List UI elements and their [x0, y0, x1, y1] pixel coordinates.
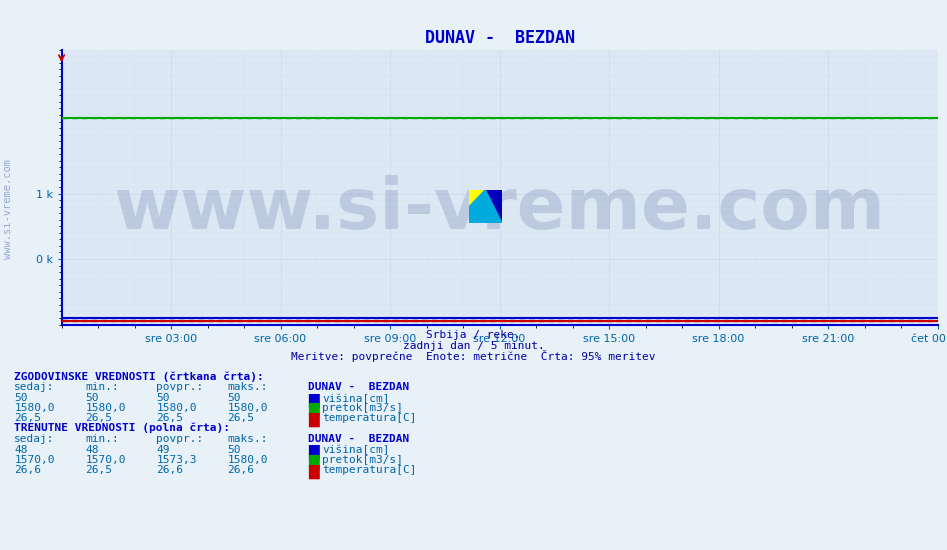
Polygon shape	[469, 206, 486, 223]
Text: █: █	[308, 393, 318, 408]
Text: Meritve: povprečne  Enote: metrične  Črta: 95% meritev: Meritve: povprečne Enote: metrične Črta:…	[292, 350, 655, 362]
Polygon shape	[469, 190, 486, 206]
Bar	[469, 206, 486, 223]
Text: 1580,0: 1580,0	[14, 403, 55, 413]
Text: 1580,0: 1580,0	[85, 403, 126, 413]
Text: 48: 48	[14, 445, 27, 455]
Text: █: █	[308, 455, 318, 469]
Text: 48: 48	[85, 445, 98, 455]
Text: sedaj:: sedaj:	[14, 434, 55, 444]
Bar	[486, 190, 502, 223]
Text: 26,6: 26,6	[227, 465, 255, 475]
Text: DUNAV -  BEZDAN: DUNAV - BEZDAN	[308, 382, 409, 392]
Text: 50: 50	[14, 393, 27, 403]
Text: 26,5: 26,5	[156, 413, 184, 423]
Text: zadnji dan / 5 minut.: zadnji dan / 5 minut.	[402, 341, 545, 351]
Text: DUNAV -  BEZDAN: DUNAV - BEZDAN	[308, 434, 409, 444]
Text: povpr.:: povpr.:	[156, 434, 204, 444]
Text: █: █	[308, 445, 318, 459]
Text: pretok[m3/s]: pretok[m3/s]	[322, 455, 403, 465]
Text: █: █	[308, 465, 318, 479]
Text: 1580,0: 1580,0	[227, 403, 268, 413]
Text: www.si-vreme.com: www.si-vreme.com	[114, 174, 885, 244]
Text: 50: 50	[227, 445, 241, 455]
Text: 26,5: 26,5	[85, 465, 113, 475]
Text: 1573,3: 1573,3	[156, 455, 197, 465]
Text: ZGODOVINSKE VREDNOSTI (črtkana črta):: ZGODOVINSKE VREDNOSTI (črtkana črta):	[14, 371, 264, 382]
Text: 26,6: 26,6	[156, 465, 184, 475]
Text: maks.:: maks.:	[227, 382, 268, 392]
Text: 50: 50	[156, 393, 170, 403]
Text: temperatura[C]: temperatura[C]	[322, 413, 417, 423]
Text: min.:: min.:	[85, 382, 119, 392]
Text: temperatura[C]: temperatura[C]	[322, 465, 417, 475]
Text: www.si-vreme.com: www.si-vreme.com	[3, 159, 12, 259]
Text: 49: 49	[156, 445, 170, 455]
Text: TRENUTNE VREDNOSTI (polna črta):: TRENUTNE VREDNOSTI (polna črta):	[14, 423, 230, 433]
Title: DUNAV -  BEZDAN: DUNAV - BEZDAN	[424, 29, 575, 47]
Text: 1580,0: 1580,0	[227, 455, 268, 465]
Text: pretok[m3/s]: pretok[m3/s]	[322, 403, 403, 413]
Polygon shape	[470, 190, 502, 223]
Text: sedaj:: sedaj:	[14, 382, 55, 392]
Text: 1580,0: 1580,0	[156, 403, 197, 413]
Text: min.:: min.:	[85, 434, 119, 444]
Text: povpr.:: povpr.:	[156, 382, 204, 392]
Polygon shape	[486, 190, 502, 223]
Text: višina[cm]: višina[cm]	[322, 393, 389, 404]
Text: █: █	[308, 413, 318, 427]
Bar	[469, 190, 486, 206]
Text: maks.:: maks.:	[227, 434, 268, 444]
Text: 1570,0: 1570,0	[14, 455, 55, 465]
Text: Srbija / reke.: Srbija / reke.	[426, 330, 521, 340]
Text: 26,5: 26,5	[85, 413, 113, 423]
Text: 1570,0: 1570,0	[85, 455, 126, 465]
Text: 26,5: 26,5	[14, 413, 42, 423]
Text: 26,6: 26,6	[14, 465, 42, 475]
Text: █: █	[308, 403, 318, 417]
Text: 50: 50	[85, 393, 98, 403]
Text: 26,5: 26,5	[227, 413, 255, 423]
Text: višina[cm]: višina[cm]	[322, 445, 389, 455]
Text: 50: 50	[227, 393, 241, 403]
